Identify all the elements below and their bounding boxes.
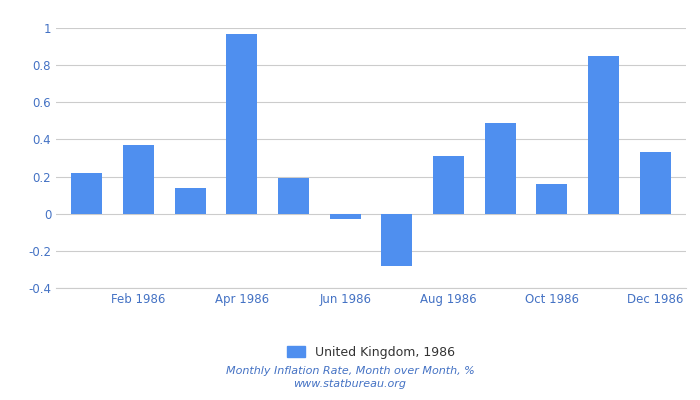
Bar — [382, 214, 412, 266]
Bar — [433, 156, 464, 214]
Text: www.statbureau.org: www.statbureau.org — [293, 379, 407, 389]
Bar — [330, 214, 360, 219]
Bar — [278, 178, 309, 214]
Bar — [226, 34, 258, 214]
Bar — [71, 173, 102, 214]
Bar — [588, 56, 619, 214]
Bar — [123, 145, 154, 214]
Legend: United Kingdom, 1986: United Kingdom, 1986 — [281, 341, 461, 364]
Bar — [536, 184, 567, 214]
Bar — [484, 123, 516, 214]
Text: Monthly Inflation Rate, Month over Month, %: Monthly Inflation Rate, Month over Month… — [225, 366, 475, 376]
Bar — [640, 152, 671, 214]
Bar — [175, 188, 206, 214]
